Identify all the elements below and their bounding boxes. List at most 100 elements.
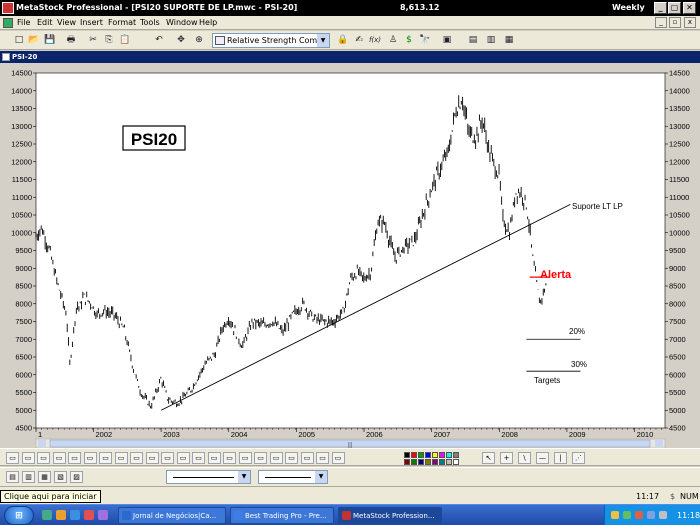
color-swatch[interactable] <box>418 459 424 465</box>
quicklaunch-media-icon[interactable] <box>84 510 94 520</box>
support-trendline[interactable] <box>160 203 571 411</box>
task-metastock[interactable]: MetaStock Profession... <box>338 507 442 524</box>
tray-security-icon[interactable] <box>623 511 631 519</box>
tray-volume-icon[interactable] <box>647 511 655 519</box>
color-swatch[interactable] <box>411 459 417 465</box>
crosshair-icon[interactable]: + <box>500 452 513 464</box>
indicator-18-icon[interactable]: ▭ <box>269 452 283 464</box>
indicator-13-icon[interactable]: ▭ <box>192 452 205 464</box>
move-icon[interactable]: ✥ <box>177 35 185 45</box>
color-swatch[interactable] <box>453 459 459 465</box>
pointer-icon[interactable]: ↖ <box>482 452 495 464</box>
system-icon[interactable]: ♙ <box>388 35 398 45</box>
document-minimize-button[interactable]: _ <box>655 17 667 28</box>
tray-update-icon[interactable] <box>635 511 643 519</box>
layout-2-icon[interactable]: ▤ <box>468 35 478 45</box>
color-swatch[interactable] <box>411 452 417 458</box>
layout-4-icon[interactable]: ▦ <box>504 35 514 45</box>
price-chart[interactable]: 4500 5000 5500 6000 6500 7000 7500 8000 8500 9000… <box>0 63 700 448</box>
explorer-icon[interactable]: 🔒 <box>337 35 349 45</box>
color-swatch[interactable] <box>418 452 424 458</box>
tray-app-icon[interactable] <box>659 511 667 519</box>
indicator-5-icon[interactable]: ▭ <box>68 452 81 464</box>
indicator-20-icon[interactable]: ▭ <box>300 452 314 464</box>
quicklaunch-app-icon[interactable] <box>98 510 108 520</box>
indicator-2-icon[interactable]: ▭ <box>21 452 35 464</box>
undo-icon[interactable]: ↶ <box>155 35 163 45</box>
quicklaunch-explorer-icon[interactable] <box>56 510 66 520</box>
scroll-right-button[interactable] <box>655 440 663 447</box>
indicator-14-icon[interactable]: ▭ <box>207 452 221 464</box>
color-swatch[interactable] <box>446 459 452 465</box>
layout-3-icon[interactable]: ▥ <box>486 35 496 45</box>
copy-icon[interactable]: ⎘ <box>105 35 113 45</box>
color-swatch[interactable] <box>404 452 410 458</box>
properties-2-icon[interactable]: ▧ <box>54 471 67 483</box>
chevron-down-icon[interactable]: ▼ <box>238 471 250 483</box>
color-swatch[interactable] <box>432 459 438 465</box>
indicator-15-icon[interactable]: ▭ <box>223 452 236 464</box>
color-swatch[interactable] <box>446 452 452 458</box>
menu-format[interactable]: Format <box>108 18 137 27</box>
indicator-10-icon[interactable]: ▭ <box>145 452 159 464</box>
indicator-6-icon[interactable]: ▭ <box>83 452 97 464</box>
expert-icon[interactable]: ✍ <box>355 35 363 45</box>
close-button[interactable]: ✕ <box>683 2 696 14</box>
target-30-label[interactable]: 30% <box>571 360 587 369</box>
more-tools-icon[interactable]: ⋰ <box>572 452 585 464</box>
indicator-19-icon[interactable]: ▭ <box>285 452 298 464</box>
indicator-7-icon[interactable]: ▭ <box>99 452 112 464</box>
indicator-select[interactable]: Relative Strength Comparati ▼ <box>212 33 330 48</box>
indicator-8-icon[interactable]: ▭ <box>114 452 128 464</box>
vertical-line-icon[interactable]: | <box>554 452 567 464</box>
zoom-icon[interactable]: ⊕ <box>195 35 203 45</box>
menu-tools[interactable]: Tools <box>140 18 160 27</box>
indicator-17-icon[interactable]: ▭ <box>254 452 267 464</box>
color-swatch[interactable] <box>439 452 445 458</box>
horizontal-line-icon[interactable]: — <box>536 452 549 464</box>
menu-help[interactable]: Help <box>199 18 218 27</box>
alert-label[interactable]: Alerta <box>540 269 572 281</box>
menu-view[interactable]: View <box>57 18 76 27</box>
color-swatch[interactable] <box>425 459 431 465</box>
maximize-button[interactable]: ▢ <box>668 2 681 14</box>
indicator-22-icon[interactable]: ▭ <box>331 452 345 464</box>
style-icon[interactable]: ▤ <box>6 471 19 483</box>
paste-icon[interactable]: 📋 <box>119 35 131 45</box>
indicator-1-icon[interactable]: ▭ <box>6 452 19 464</box>
task-best-trading-pro[interactable]: Best Trading Pro - Pre... <box>230 507 334 524</box>
metastock-app-icon[interactable] <box>2 2 14 14</box>
line-width-select[interactable]: ▼ <box>258 470 328 484</box>
menu-edit[interactable]: Edit <box>37 18 53 27</box>
target-20-label[interactable]: 20% <box>569 327 585 336</box>
chevron-down-icon[interactable]: ▼ <box>317 34 329 47</box>
formula-icon[interactable]: f(x) <box>368 36 382 44</box>
layout-1-icon[interactable]: ▣ <box>442 35 452 45</box>
indicator-12-icon[interactable]: ▭ <box>176 452 190 464</box>
menu-insert[interactable]: Insert <box>80 18 103 27</box>
quicklaunch-desktop-icon[interactable] <box>42 510 52 520</box>
scroll-thumb[interactable] <box>49 439 651 448</box>
format-icon[interactable]: ▥ <box>22 471 35 483</box>
properties-3-icon[interactable]: ▨ <box>70 471 83 483</box>
start-button[interactable]: ⊞ <box>4 506 34 525</box>
color-swatch[interactable] <box>439 459 445 465</box>
chevron-down-icon[interactable]: ▼ <box>315 471 327 483</box>
support-label[interactable]: Suporte LT LP <box>572 202 623 211</box>
indicator-11-icon[interactable]: ▭ <box>161 452 174 464</box>
line-style-select[interactable]: ▼ <box>166 470 251 484</box>
binoculars-icon[interactable]: 🔭 <box>419 35 431 45</box>
indicator-9-icon[interactable]: ▭ <box>130 452 143 464</box>
document-restore-button[interactable]: ▫ <box>669 17 681 28</box>
symbol-label-box[interactable] <box>122 125 186 151</box>
indicator-16-icon[interactable]: ▭ <box>238 452 252 464</box>
quicklaunch-browser-icon[interactable] <box>70 510 80 520</box>
color-swatch[interactable] <box>425 452 431 458</box>
scroll-left-button[interactable] <box>38 440 46 447</box>
document-menu-icon[interactable] <box>3 18 13 28</box>
print-icon[interactable]: 🖶 <box>66 35 76 45</box>
task-jornal-negocios[interactable]: Jornal de Negócios|Ca... <box>118 507 226 524</box>
color-swatch[interactable] <box>432 452 438 458</box>
document-close-button[interactable]: x <box>684 17 696 28</box>
trendline-icon[interactable]: \ <box>518 452 531 464</box>
